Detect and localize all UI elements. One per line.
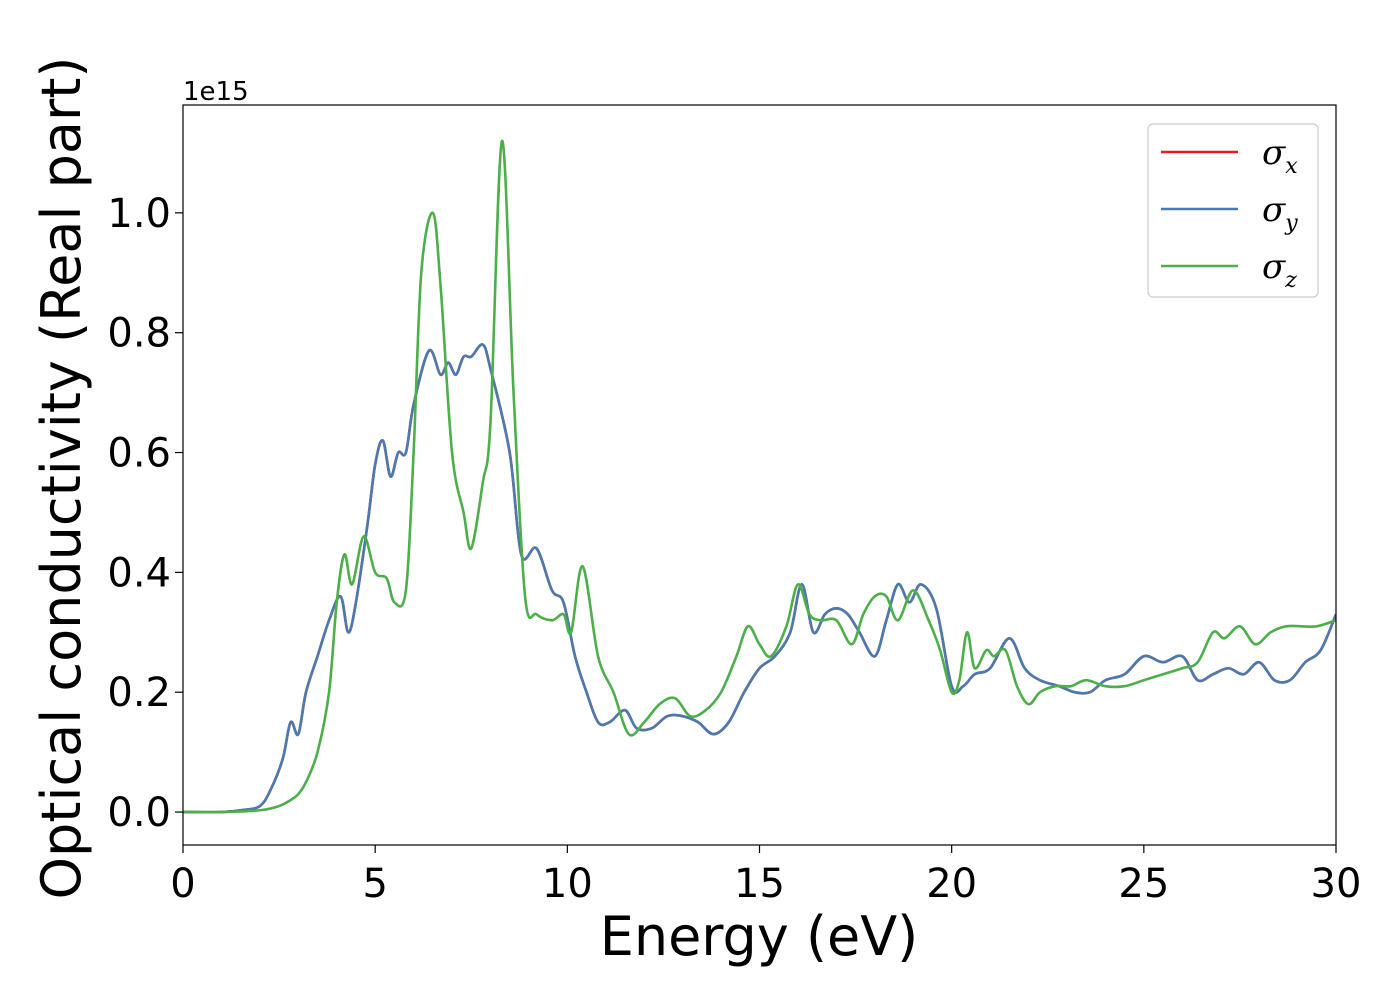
series-line-y	[183, 343, 1336, 814]
x-tick-label: 15	[734, 861, 785, 907]
x-tick-label: 0	[170, 861, 195, 907]
y-tick-label: 0.6	[107, 431, 171, 477]
series-layer	[183, 139, 1336, 814]
y-offset-label: 1e15	[183, 77, 249, 107]
y-tick-label: 0.4	[107, 550, 171, 596]
y-tick-label: 0.0	[107, 790, 171, 836]
series-line-z	[183, 139, 1336, 814]
x-axis-title: Energy (eV)	[600, 905, 919, 968]
y-tick-label: 0.2	[107, 670, 171, 716]
y-axis-ticks: 0.0 0.2 0.4 0.6 0.8 1.0	[107, 191, 183, 836]
series-line-x	[183, 343, 1336, 814]
x-tick-label: 25	[1118, 861, 1169, 907]
x-tick-label: 10	[542, 861, 593, 907]
x-axis-ticks: 0 5 10 15 20 25 30	[170, 845, 1361, 907]
legend-frame	[1147, 123, 1319, 298]
y-axis-title: Optical conductivity (Real part)	[30, 57, 93, 900]
y-tick-label: 1.0	[107, 191, 171, 237]
x-tick-label: 5	[362, 861, 387, 907]
y-tick-label: 0.8	[107, 311, 171, 357]
x-tick-label: 20	[926, 861, 977, 907]
x-tick-label: 30	[1311, 861, 1362, 907]
